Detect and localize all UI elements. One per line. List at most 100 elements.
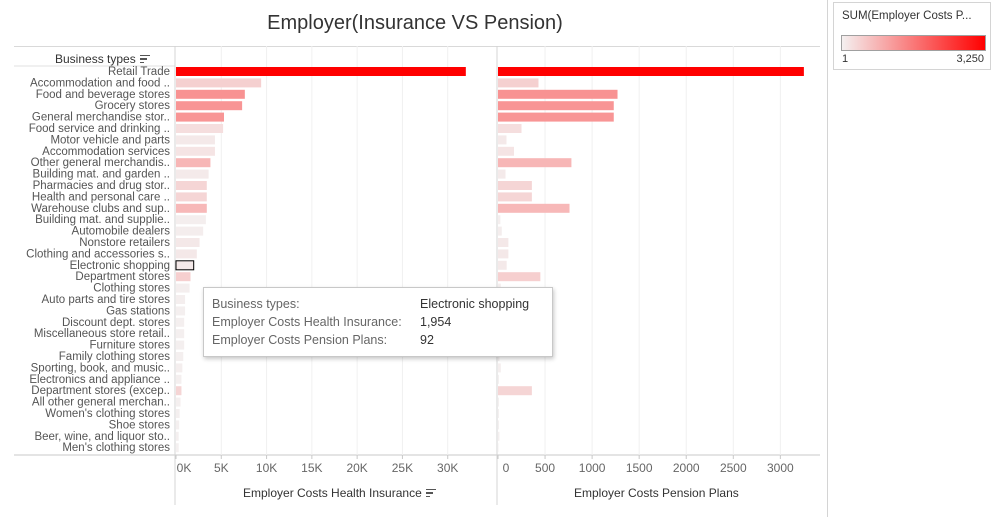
category-label[interactable]: Pharmacies and drug stor.. [33,180,170,192]
bar[interactable] [176,192,207,202]
bar[interactable] [176,215,206,225]
bar[interactable] [176,146,215,156]
category-label[interactable]: Health and personal care .. [32,191,170,203]
category-label[interactable]: Accommodation services [42,146,170,158]
bar[interactable] [176,386,182,396]
bar[interactable] [498,226,502,236]
category-label[interactable]: Food and beverage stores [36,89,171,101]
category-label[interactable]: Auto parts and tire stores [42,294,171,306]
bar[interactable] [176,181,207,190]
bar[interactable] [498,112,614,122]
bar[interactable] [176,409,180,418]
bar[interactable] [176,101,243,111]
category-label[interactable]: Beer, wine, and liquor sto.. [34,431,170,443]
bar[interactable] [176,317,185,327]
bar[interactable] [176,169,209,179]
bar[interactable] [176,397,181,407]
bar[interactable] [498,374,499,384]
category-label[interactable]: Discount dept. stores [62,317,170,329]
bar[interactable] [176,306,186,316]
category-label[interactable]: Furniture stores [89,340,170,352]
category-label[interactable]: Retail Trade [108,66,170,78]
bar[interactable] [176,78,262,88]
bar[interactable] [176,329,185,339]
category-label[interactable]: Food service and drinking .. [29,123,170,135]
bar[interactable] [498,420,499,430]
bar[interactable] [498,272,541,282]
bar[interactable] [176,352,184,361]
bar[interactable] [498,249,509,259]
bar[interactable] [176,431,179,441]
category-label[interactable]: Clothing stores [93,283,170,295]
bar[interactable] [176,283,190,293]
bar[interactable] [176,363,183,373]
category-label[interactable]: Electronic shopping [70,260,170,272]
bar[interactable] [498,203,570,213]
bar[interactable] [498,124,522,133]
bar[interactable] [176,135,215,145]
category-label[interactable]: Building mat. and garden .. [33,169,170,181]
bar[interactable] [176,89,245,99]
category-label[interactable]: Grocery stores [95,100,171,112]
bar[interactable] [498,192,532,202]
bar[interactable] [176,295,186,304]
category-label[interactable]: Automobile dealers [72,226,171,238]
category-label[interactable]: All other general merchan.. [32,397,170,409]
category-label[interactable]: Building mat. and supplie.. [35,214,170,226]
bar[interactable] [498,78,539,88]
bar[interactable] [176,374,182,384]
category-label[interactable]: Department stores [75,271,170,283]
bar[interactable] [498,135,507,145]
bar[interactable] [176,272,191,282]
row-header[interactable]: Business types [55,52,150,66]
bar[interactable] [498,101,614,111]
bar[interactable] [498,146,514,156]
bar[interactable] [498,238,509,247]
category-label[interactable]: Accommodation and food .. [30,77,170,89]
bar[interactable] [176,124,224,133]
bar[interactable] [176,203,207,213]
x-axis-title-insurance[interactable]: Employer Costs Health Insurance [243,486,436,500]
bar[interactable] [498,260,507,270]
x-axis-title-pension[interactable]: Employer Costs Pension Plans [574,486,739,500]
category-label[interactable]: Sporting, book, and music.. [31,362,170,374]
bar[interactable] [498,181,532,190]
bar[interactable] [176,112,225,122]
bar[interactable] [498,397,499,407]
category-label[interactable]: Men's clothing stores [62,442,170,454]
bar[interactable] [498,431,500,441]
category-label[interactable]: Gas stations [106,305,170,317]
category-label[interactable]: Women's clothing stores [45,408,170,420]
bar[interactable] [176,420,180,430]
category-label[interactable]: Family clothing stores [59,351,170,363]
color-legend[interactable]: SUM(Employer Costs P... 1 3,250 [833,2,991,70]
bar[interactable] [498,169,506,179]
category-label[interactable]: Clothing and accessories s.. [26,248,170,260]
bar[interactable] [176,158,211,168]
sort-icon[interactable] [425,488,436,498]
category-label[interactable]: Shoe stores [109,419,171,431]
bar[interactable] [176,443,179,453]
bar[interactable] [498,363,501,373]
category-label[interactable]: Nonstore retailers [79,237,170,249]
category-label[interactable]: Electronics and appliance .. [29,374,170,386]
bar[interactable] [176,67,466,76]
bar[interactable] [498,89,618,99]
category-label[interactable]: General merchandise stor.. [32,112,170,124]
bar[interactable] [175,260,195,271]
bar[interactable] [176,340,185,350]
bar[interactable] [498,215,501,225]
category-label[interactable]: Motor vehicle and parts [50,134,170,146]
bar[interactable] [498,409,499,418]
category-label[interactable]: Warehouse clubs and sup.. [31,203,170,215]
sort-icon[interactable] [139,54,150,64]
bar[interactable] [176,249,197,259]
bar[interactable] [498,67,804,76]
category-label[interactable]: Miscellaneous store retail.. [34,328,170,340]
bar[interactable] [498,386,532,396]
category-label[interactable]: Other general merchandis.. [31,157,170,169]
bar[interactable] [176,226,204,236]
category-label[interactable]: Department stores (excep.. [31,385,170,397]
bar[interactable] [176,238,200,247]
bar[interactable] [498,158,572,168]
